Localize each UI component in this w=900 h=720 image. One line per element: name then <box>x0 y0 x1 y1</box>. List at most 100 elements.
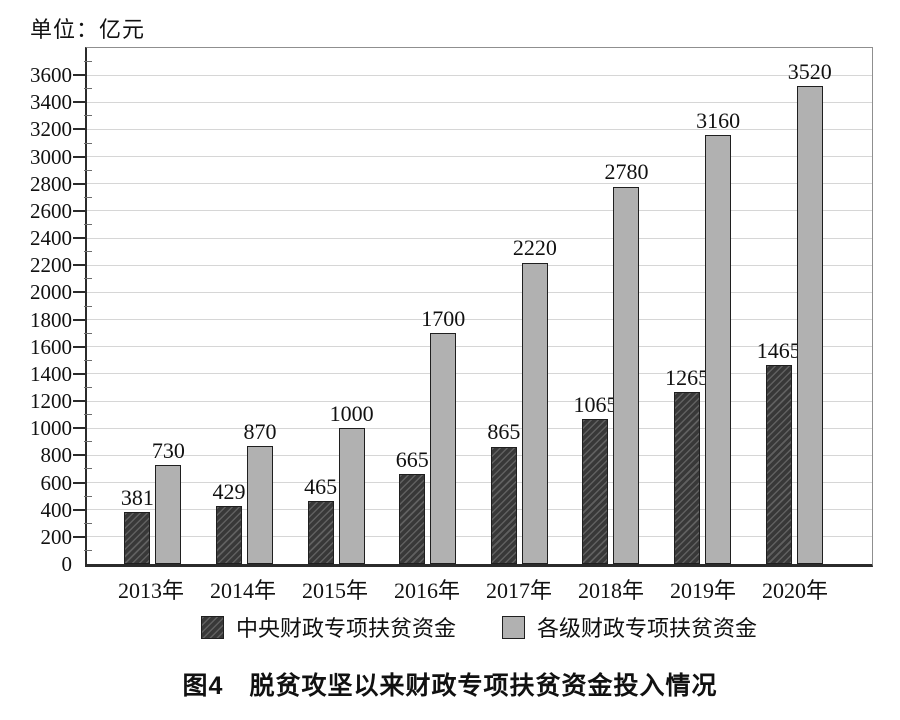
y-axis-minor-tick <box>84 196 92 198</box>
bar-value-label: 465 <box>304 473 338 499</box>
x-axis-label: 2019年 <box>669 578 736 603</box>
y-axis-minor-tick <box>84 332 92 334</box>
y-axis-minor-tick <box>84 522 92 524</box>
legend-item-0: 中央财政专项扶贫资金 <box>200 611 456 643</box>
grid-line <box>87 183 872 185</box>
y-axis-tick-label: 2000 <box>30 280 72 305</box>
legend-swatch-0 <box>200 615 224 639</box>
bar-value-label: 3160 <box>696 107 741 133</box>
bar-series-0-2015年: 465 <box>304 474 337 564</box>
y-axis-major-tick <box>73 454 85 457</box>
grid-line <box>87 128 872 130</box>
bar-series-1-2013年: 730 <box>152 438 185 564</box>
y-axis-minor-tick <box>84 441 92 443</box>
y-axis-minor-tick <box>84 142 92 144</box>
y-axis-tick-label: 1400 <box>30 361 72 386</box>
x-axis-label: 2017年 <box>485 578 552 603</box>
bar-group-2015年: 465 1000 <box>290 401 382 564</box>
y-axis-minor-tick <box>84 61 92 63</box>
bar-value-label: 2780 <box>604 159 649 185</box>
grid-line <box>87 264 872 266</box>
y-axis-tick-label: 3400 <box>30 90 72 115</box>
bar-series-0-2018年: 1065 <box>573 393 617 564</box>
x-axis-label: 2014年 <box>209 578 276 603</box>
y-axis-tick-label: 600 <box>40 470 73 495</box>
bar-series-1-2014年: 870 <box>243 419 276 564</box>
y-axis-major-tick <box>73 74 85 77</box>
bars-row: 381 730 429 870 465 1000 665 1700 865 2220 1065 278… <box>107 48 840 564</box>
bar-series-1-2017年: 2220 <box>513 236 557 564</box>
y-axis-major-tick <box>73 481 85 484</box>
y-axis-major-tick <box>73 182 85 185</box>
legend-swatch-1 <box>502 615 525 639</box>
y-axis-minor-tick <box>84 359 92 361</box>
y-axis-major-tick <box>73 427 85 430</box>
legend: 中央财政专项扶贫资金 各级财政专项扶贫资金 <box>85 611 873 643</box>
y-axis-tick-label: 400 <box>40 497 73 522</box>
y-axis-tick-label: 3200 <box>30 117 72 142</box>
y-axis-tick-label: 1000 <box>30 416 72 441</box>
x-axis-label: 2015年 <box>301 578 368 603</box>
grid-line <box>87 237 872 239</box>
y-axis-minor-tick <box>84 169 92 171</box>
grid-line <box>87 373 872 375</box>
x-axis-label: 2013年 <box>117 578 184 603</box>
unit-label: 单位：亿元 <box>30 17 146 42</box>
y-axis-major-tick <box>73 101 85 104</box>
bar-value-label: 870 <box>243 418 277 444</box>
grid-line <box>87 536 872 538</box>
grid-line <box>87 509 872 511</box>
y-axis-major-tick <box>73 155 85 158</box>
bar-group-2019年: 1265 3160 <box>657 108 749 564</box>
grid-line <box>87 291 872 293</box>
bar-series-0-2017年: 865 <box>487 420 520 564</box>
y-axis-tick-label: 1800 <box>30 307 72 332</box>
legend-item-1: 各级财政专项扶贫资金 <box>502 611 757 643</box>
grid-line <box>87 400 872 402</box>
x-axis-label: 2020年 <box>761 578 828 603</box>
grid-line <box>87 74 872 76</box>
legend-label-0: 中央财政专项扶贫资金 <box>235 616 456 641</box>
y-axis-major-tick <box>73 508 85 511</box>
bar-group-2016年: 665 1700 <box>382 306 474 564</box>
y-axis-major-tick <box>73 209 85 212</box>
y-axis-tick-label: 2400 <box>30 226 72 251</box>
bar-series-0-2016年: 665 <box>396 447 429 564</box>
y-axis-major-tick <box>73 237 85 240</box>
y-axis-major-tick <box>73 264 85 267</box>
bar-series-0-2019年: 1265 <box>665 365 709 564</box>
y-axis-major-tick <box>73 535 85 538</box>
bar-value-label: 1000 <box>329 401 374 427</box>
y-axis-tick-label: 800 <box>40 443 73 468</box>
y-axis-minor-tick <box>84 549 92 551</box>
y-axis-major-tick <box>73 372 85 375</box>
bar-series-0-2014年: 429 <box>212 479 245 564</box>
grid-line <box>87 482 872 484</box>
y-axis-tick-label: 0 <box>61 552 73 576</box>
bar-series-1-2020年: 3520 <box>788 59 832 564</box>
y-axis-minor-tick <box>84 414 92 416</box>
bar-group-2018年: 1065 2780 <box>565 160 657 564</box>
grid-line <box>87 210 872 212</box>
bar-series-1-2016年: 1700 <box>421 306 465 564</box>
bar-value-label: 381 <box>120 485 154 511</box>
bar-value-label: 1700 <box>421 305 466 331</box>
y-axis-tick-label: 2600 <box>30 198 72 223</box>
bar-series-0-2013年: 381 <box>121 485 154 564</box>
y-axis-minor-tick <box>84 115 92 117</box>
bar-series-1-2015年: 1000 <box>330 401 374 564</box>
y-axis-minor-tick <box>84 305 92 307</box>
y-axis-minor-tick <box>84 495 92 497</box>
grid-line <box>87 319 872 321</box>
y-axis-minor-tick <box>84 88 92 90</box>
x-axis-label: 2018年 <box>577 578 644 603</box>
bar-series-1-2019年: 3160 <box>696 108 740 564</box>
bar-value-label: 665 <box>395 446 429 472</box>
y-axis-major-tick <box>73 291 85 294</box>
y-axis-tick-label: 2800 <box>30 171 72 196</box>
y-axis-minor-tick <box>84 386 92 388</box>
legend-label-1: 各级财政专项扶贫资金 <box>537 616 758 641</box>
y-axis-major-tick <box>73 400 85 403</box>
y-axis-tick-label: 3000 <box>30 144 72 169</box>
